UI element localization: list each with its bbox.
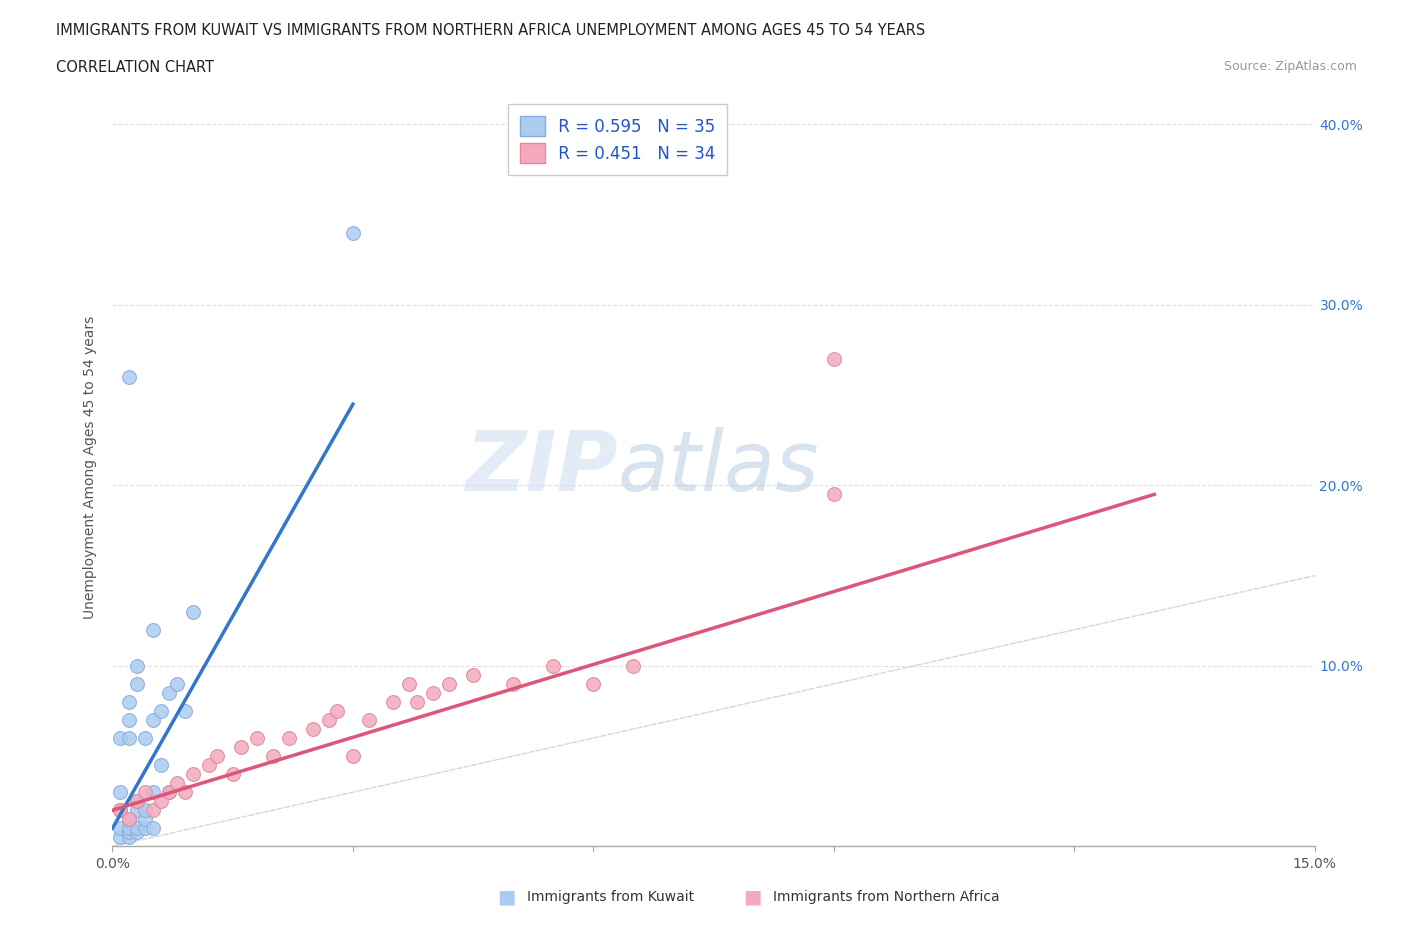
Point (134, 812, 156, 827)
Point (398, 676, 420, 691)
Point (134, 785, 156, 800)
Point (422, 685, 444, 700)
Point (110, 803, 132, 817)
Point (342, 749, 364, 764)
Point (125, 793, 148, 808)
Text: Immigrants from Northern Africa: Immigrants from Northern Africa (773, 890, 1000, 905)
Point (134, 821, 156, 836)
Point (149, 758, 172, 773)
Y-axis label: Unemployment Among Ages 45 to 54 years: Unemployment Among Ages 45 to 54 years (83, 315, 97, 619)
Point (141, 622, 163, 637)
Point (110, 821, 132, 836)
Point (134, 731, 156, 746)
Point (125, 824, 148, 839)
Point (406, 695, 429, 710)
Point (117, 821, 139, 836)
Point (262, 749, 284, 764)
Text: Source: ZipAtlas.com: Source: ZipAtlas.com (1223, 60, 1357, 73)
Point (141, 821, 163, 836)
Point (125, 793, 148, 808)
Point (117, 812, 139, 827)
Point (157, 685, 180, 700)
Point (302, 722, 325, 737)
Point (141, 803, 163, 817)
Point (823, 352, 845, 366)
Point (246, 731, 269, 746)
Point (125, 676, 148, 691)
Point (621, 658, 644, 673)
Point (157, 785, 180, 800)
Point (543, 658, 565, 673)
Point (117, 812, 139, 827)
Point (582, 676, 605, 691)
Point (229, 739, 252, 754)
Point (342, 225, 364, 240)
Point (157, 785, 180, 800)
Point (173, 785, 195, 800)
Point (181, 766, 204, 781)
Point (357, 712, 380, 727)
Point (149, 703, 172, 718)
Point (222, 766, 245, 781)
Point (461, 668, 484, 683)
Point (166, 676, 188, 691)
Text: atlas: atlas (617, 427, 820, 508)
Point (141, 712, 163, 727)
Point (197, 758, 219, 773)
Point (326, 703, 349, 718)
Point (149, 793, 172, 808)
Point (173, 703, 195, 718)
Point (110, 830, 132, 844)
Text: Immigrants from Kuwait: Immigrants from Kuwait (527, 890, 695, 905)
Point (110, 785, 132, 800)
Text: ZIP: ZIP (465, 427, 617, 508)
Point (134, 803, 156, 817)
Point (117, 731, 139, 746)
Point (117, 369, 139, 384)
Point (277, 731, 299, 746)
Point (110, 803, 132, 817)
Point (166, 776, 188, 790)
Text: IMMIGRANTS FROM KUWAIT VS IMMIGRANTS FROM NORTHERN AFRICA UNEMPLOYMENT AMONG AGE: IMMIGRANTS FROM KUWAIT VS IMMIGRANTS FRO… (56, 23, 925, 38)
Point (141, 785, 163, 800)
Point (110, 731, 132, 746)
Point (125, 658, 148, 673)
Point (318, 712, 340, 727)
Point (823, 487, 845, 502)
Point (125, 821, 148, 836)
Legend:  R = 0.595   N = 35,  R = 0.451   N = 34: R = 0.595 N = 35, R = 0.451 N = 34 (508, 104, 727, 175)
Point (117, 824, 139, 839)
Point (502, 676, 524, 691)
Point (117, 695, 139, 710)
Text: ■: ■ (742, 888, 762, 907)
Point (382, 695, 405, 710)
Point (437, 676, 460, 691)
Point (205, 749, 228, 764)
Text: CORRELATION CHART: CORRELATION CHART (56, 60, 214, 75)
Point (117, 712, 139, 727)
Text: ■: ■ (496, 888, 516, 907)
Point (117, 830, 139, 844)
Point (125, 803, 148, 817)
Point (181, 604, 204, 619)
